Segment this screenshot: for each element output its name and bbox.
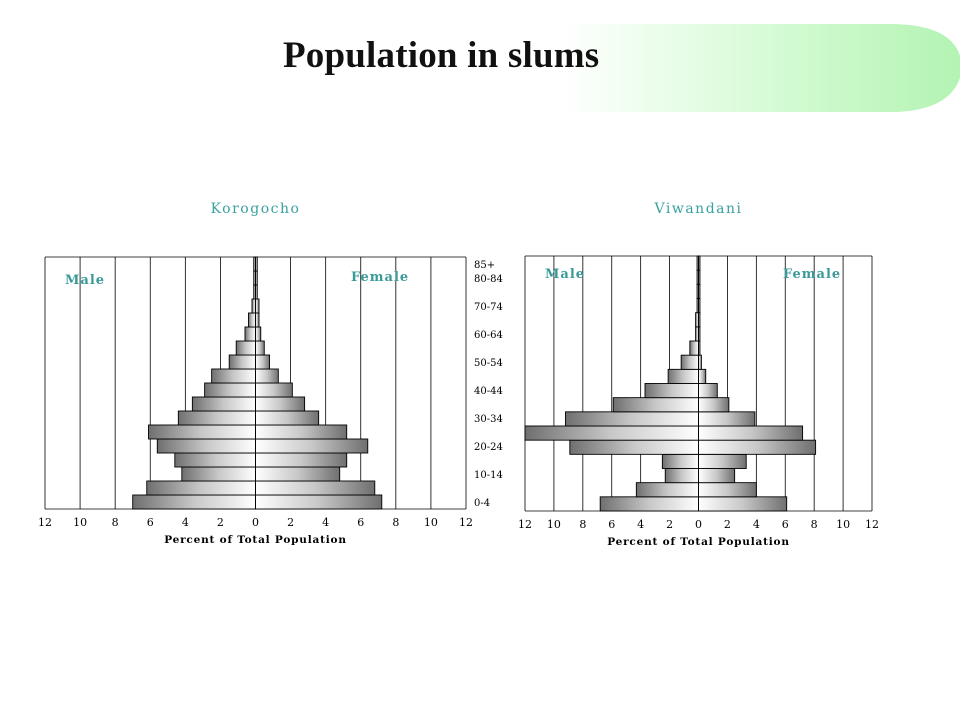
viwandani-bar-male-5-9 [635,482,699,498]
viwandani-x-axis-label: Percent of Total Population [607,536,790,548]
viwandani-bar-female-5-9 [698,482,757,498]
viwandani-bar-male-25-29 [524,425,699,441]
korogocho-x-tick-label: 12 [459,516,473,529]
korogocho-x-tick-label: 10 [424,516,438,529]
korogocho-x-tick-label: 0 [252,516,259,529]
korogocho-age-label-10-14: 10-14 [474,470,503,481]
viwandani-x-tick-label: 4 [637,518,644,531]
korogocho-chart-title: Korogocho [211,201,301,217]
viwandani-x-tick-label: 10 [836,518,850,531]
viwandani-bar-female-20-24 [698,439,817,455]
viwandani-bar-female-25-29 [698,425,804,441]
viwandani-x-tick-label: 6 [608,518,615,531]
viwandani-bar-male-45-49 [667,368,699,384]
korogocho-age-label-80-84: 80-84 [474,274,503,285]
viwandani-bar-male-30-34 [565,411,699,427]
viwandani-bar-female-40-44 [698,383,718,399]
viwandani-x-tick-label: 8 [811,518,818,531]
viwandani-x-tick-label: 2 [666,518,673,531]
viwandani-bar-female-45-49 [698,368,707,384]
korogocho-age-label-85: 85+ [474,260,495,271]
viwandani-x-tick-label: 12 [518,518,532,531]
viwandani-legend-male: Male [545,267,585,282]
korogocho-age-label-60-64: 60-64 [474,330,503,341]
viwandani-bar-male-40-44 [644,383,699,399]
viwandani-bar-male-35-39 [612,397,699,413]
korogocho-age-label-50-54: 50-54 [474,358,503,369]
korogocho-x-tick-label: 4 [322,516,329,529]
korogocho-age-label-40-44: 40-44 [474,386,503,397]
viwandani-x-tick-label: 2 [724,518,731,531]
viwandani-bar-male-55-59 [689,340,699,356]
korogocho-x-tick-label: 8 [112,516,119,529]
korogocho-x-tick-label: 10 [73,516,87,529]
viwandani-x-tick-label: 6 [782,518,789,531]
viwandani-bar-female-30-34 [698,411,756,427]
korogocho-x-tick-label: 4 [182,516,189,529]
viwandani-x-tick-label: 12 [865,518,879,531]
korogocho-age-label-0-4: 0-4 [474,498,490,509]
viwandani-bar-female-35-39 [698,397,730,413]
korogocho-x-tick-label: 2 [217,516,224,529]
viwandani-legend-female: Female [783,267,841,282]
viwandani-bar-male-0-4 [599,496,699,512]
korogocho-x-tick-label: 6 [357,516,364,529]
korogocho-x-tick-label: 8 [392,516,399,529]
korogocho-x-axis-label: Percent of Total Population [164,534,347,546]
viwandani-bar-female-15-19 [698,453,747,469]
viwandani-bar-male-20-24 [569,439,699,455]
viwandani-bar-male-10-14 [664,468,699,484]
viwandani-bar-female-0-4 [698,496,788,512]
viwandani-bar-female-50-54 [698,354,702,370]
korogocho-age-label-70-74: 70-74 [474,302,503,313]
korogocho-legend-male: Male [65,273,105,288]
korogocho-age-label-30-34: 30-34 [474,414,503,425]
viwandani-bar-male-15-19 [661,453,699,469]
korogocho-x-tick-label: 6 [147,516,154,529]
viwandani-bar-female-10-14 [698,468,736,484]
viwandani-x-tick-label: 4 [753,518,760,531]
viwandani-x-tick-label: 0 [695,518,702,531]
korogocho-x-tick-label: 2 [287,516,294,529]
viwandani-x-tick-label: 8 [579,518,586,531]
viwandani-bar-male-50-54 [680,354,699,370]
korogocho-x-tick-label: 12 [38,516,52,529]
korogocho-age-label-20-24: 20-24 [474,442,503,453]
title-banner [270,24,960,112]
slide-title: Population in slums [283,35,600,76]
viwandani-x-tick-label: 10 [547,518,561,531]
viwandani-chart-title: Viwandani [654,201,743,217]
korogocho-legend-female: Female [351,270,409,285]
